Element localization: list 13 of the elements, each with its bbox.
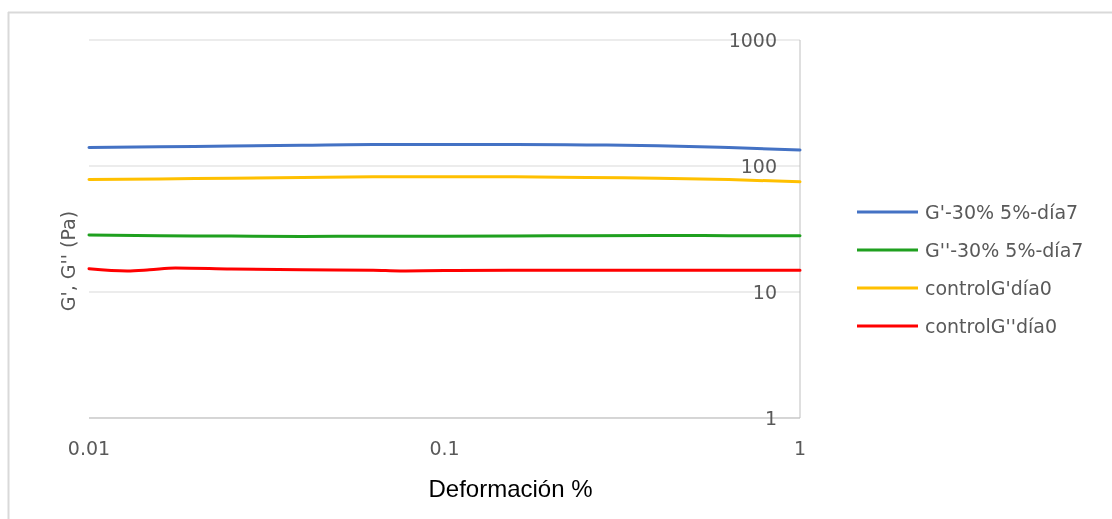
y-tick-label: 10 xyxy=(752,281,777,303)
y-tick-label: 100 xyxy=(740,155,777,177)
x-tick-label: 0.1 xyxy=(429,437,460,459)
y-axis-title: G', G'' (Pa) xyxy=(57,210,79,312)
legend-label: G'-30% 5%-día7 xyxy=(925,201,1079,223)
legend-label: controlG'día0 xyxy=(925,277,1052,299)
legend-label: controlG''día0 xyxy=(925,315,1058,337)
x-tick-label: 1 xyxy=(793,437,807,459)
y-tick-label: 1 xyxy=(764,407,777,429)
y-tick-label: 1000 xyxy=(728,29,777,51)
legend-label: G''-30% 5%-día7 xyxy=(925,239,1084,261)
x-tick-label: 0.01 xyxy=(67,437,111,459)
x-axis-title: Deformación % xyxy=(428,474,593,502)
